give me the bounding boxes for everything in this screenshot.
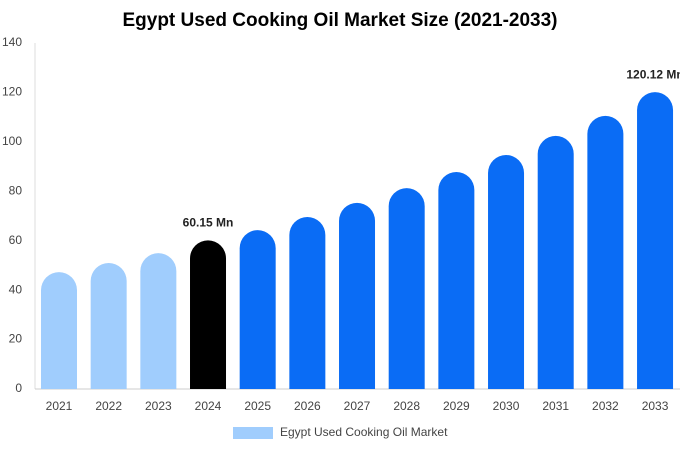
- bar: [339, 202, 376, 389]
- x-tick-label: 2033: [642, 399, 669, 413]
- y-tick-label: 80: [9, 183, 23, 197]
- bar: [190, 240, 227, 389]
- bar: [637, 92, 674, 389]
- bar: [537, 135, 574, 389]
- bar: [41, 272, 77, 389]
- chart-title: Egypt Used Cooking Oil Market Size (2021…: [122, 10, 557, 31]
- x-tick-label: 2021: [46, 399, 73, 413]
- y-tick-label: 20: [9, 332, 23, 346]
- bar: [438, 172, 475, 389]
- x-tick-label: 2023: [145, 399, 172, 413]
- value-label: 120.12 Mn: [626, 67, 680, 81]
- x-tick-label: 2031: [542, 399, 569, 413]
- bar: [289, 216, 326, 389]
- legend-swatch: [233, 427, 273, 439]
- bar: [90, 262, 127, 389]
- x-tick-label: 2022: [95, 399, 122, 413]
- x-tick-label: 2032: [592, 399, 619, 413]
- y-tick-label: 140: [2, 35, 22, 49]
- x-tick-label: 2025: [244, 399, 271, 413]
- x-tick-label: 2027: [344, 399, 371, 413]
- x-tick-label: 2026: [294, 399, 321, 413]
- legend-label: Egypt Used Cooking Oil Market: [280, 425, 448, 439]
- y-tick-label: 120: [2, 85, 22, 99]
- x-tick-label: 2028: [393, 399, 420, 413]
- value-label: 60.15 Mn: [183, 216, 234, 230]
- x-tick-label: 2030: [493, 399, 520, 413]
- y-tick-label: 40: [9, 282, 23, 296]
- bar: [488, 154, 525, 389]
- x-tick-label: 2029: [443, 399, 470, 413]
- y-tick-label: 0: [15, 381, 22, 395]
- x-tick-label: 2024: [195, 399, 222, 413]
- bar: [587, 115, 624, 389]
- y-tick-label: 60: [9, 233, 23, 247]
- bar: [140, 253, 177, 389]
- y-tick-label: 100: [2, 134, 22, 148]
- bar: [388, 188, 425, 389]
- bar: [239, 230, 276, 389]
